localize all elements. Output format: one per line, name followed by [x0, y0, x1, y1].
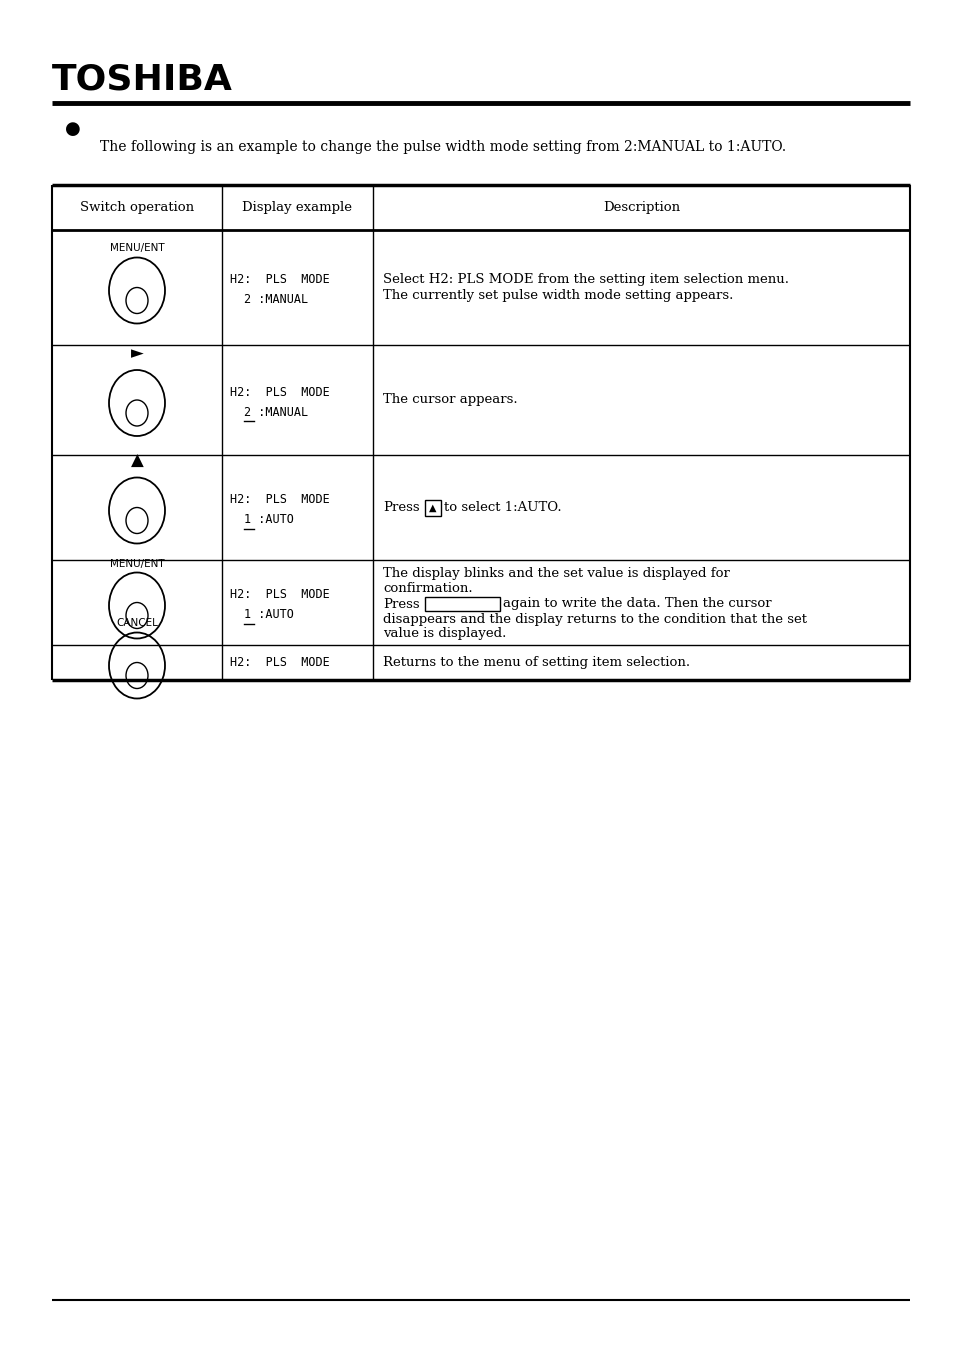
- Bar: [424, 500, 440, 516]
- Text: H2:  PLS  MODE: H2: PLS MODE: [230, 273, 330, 286]
- Text: 2 :MANUAL: 2 :MANUAL: [244, 405, 308, 418]
- Text: H2:  PLS  MODE: H2: PLS MODE: [230, 589, 330, 601]
- Text: ●: ●: [65, 120, 81, 138]
- Text: Display example: Display example: [242, 201, 352, 215]
- Text: 1 :AUTO: 1 :AUTO: [244, 608, 294, 621]
- Text: 1 :AUTO: 1 :AUTO: [244, 513, 294, 526]
- Text: The following is an example to change the pulse width mode setting from 2:MANUAL: The following is an example to change th…: [100, 140, 785, 154]
- Text: Switch operation: Switch operation: [80, 201, 193, 215]
- Text: TOSHIBA: TOSHIBA: [52, 62, 233, 96]
- Text: H2:  PLS  MODE: H2: PLS MODE: [230, 386, 330, 398]
- Text: MENU/ENT: MENU/ENT: [110, 559, 164, 568]
- Text: CANCEL: CANCEL: [116, 618, 158, 629]
- Text: ▲: ▲: [429, 502, 436, 513]
- Text: ►: ►: [131, 344, 143, 362]
- Text: disappears and the display returns to the condition that the set: disappears and the display returns to th…: [382, 613, 806, 625]
- Text: Press: Press: [382, 598, 419, 610]
- Text: value is displayed.: value is displayed.: [382, 628, 506, 640]
- Text: The display blinks and the set value is displayed for: The display blinks and the set value is …: [382, 567, 729, 580]
- Bar: [424, 597, 499, 612]
- Text: MENU/ENT: MENU/ENT: [110, 243, 164, 254]
- Text: 2 :MANUAL: 2 :MANUAL: [244, 293, 308, 306]
- Text: ▲: ▲: [131, 451, 143, 470]
- Text: Returns to the menu of setting item selection.: Returns to the menu of setting item sele…: [382, 656, 689, 670]
- Text: Select H2: PLS MODE from the setting item selection menu.: Select H2: PLS MODE from the setting ite…: [382, 273, 788, 286]
- Text: The cursor appears.: The cursor appears.: [382, 393, 517, 406]
- Text: H2:  PLS  MODE: H2: PLS MODE: [230, 493, 330, 506]
- Text: Press: Press: [382, 501, 419, 514]
- Text: The currently set pulse width mode setting appears.: The currently set pulse width mode setti…: [382, 289, 733, 302]
- Text: confirmation.: confirmation.: [382, 582, 472, 595]
- Text: H2:  PLS  MODE: H2: PLS MODE: [230, 656, 330, 670]
- Text: again to write the data. Then the cursor: again to write the data. Then the cursor: [502, 598, 771, 610]
- Text: to select 1:AUTO.: to select 1:AUTO.: [443, 501, 561, 514]
- Text: Description: Description: [602, 201, 679, 215]
